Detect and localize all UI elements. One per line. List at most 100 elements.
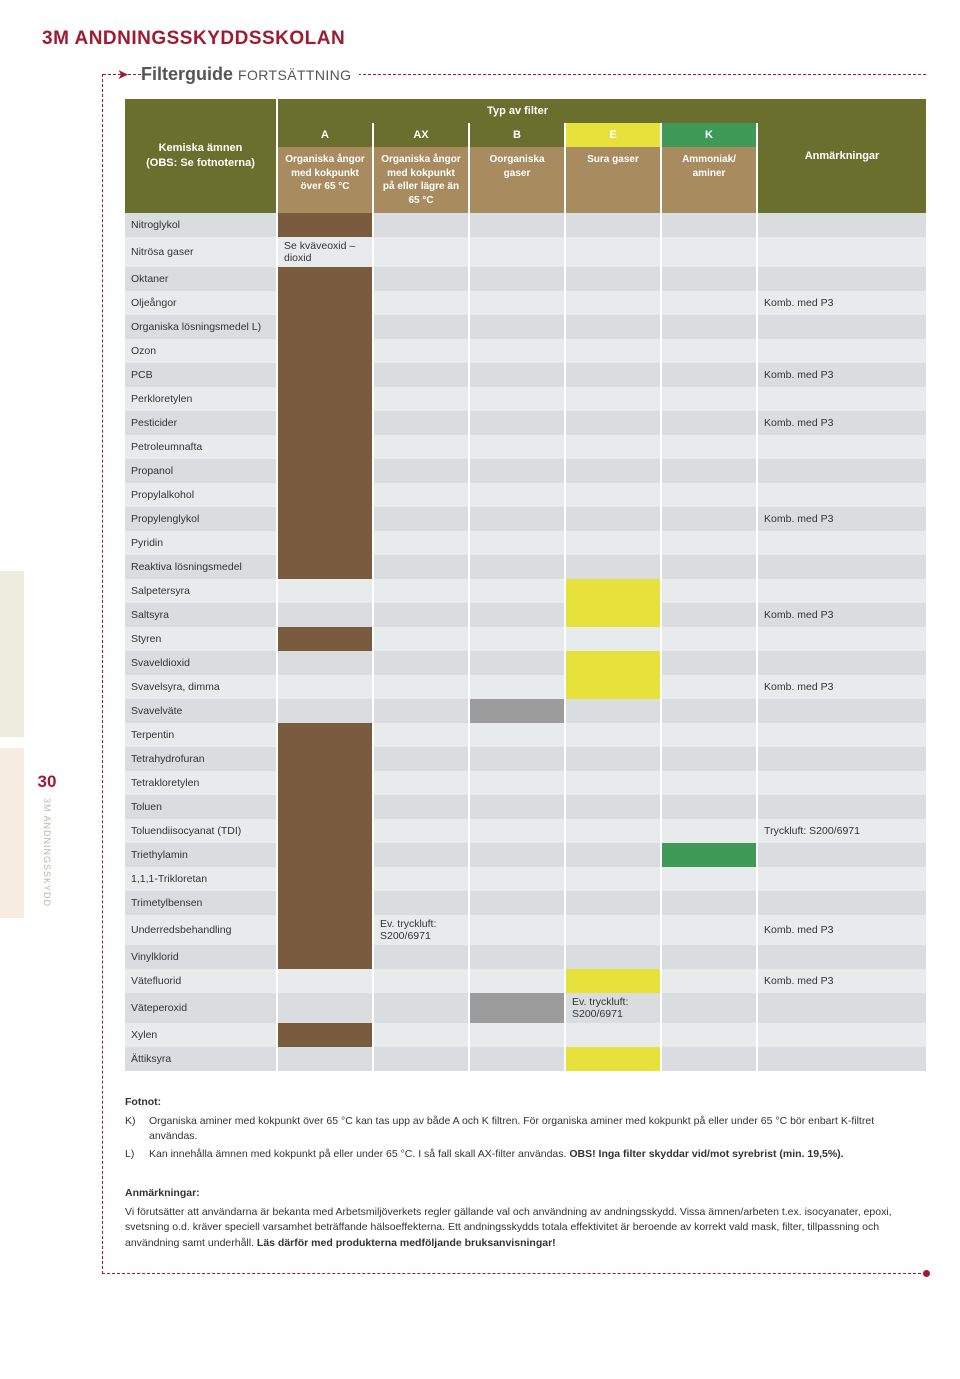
cell-a — [277, 291, 373, 315]
content-frame: ➤ Filterguide FORTSÄTTNING 30 3M ANDNING… — [102, 74, 926, 1274]
cell-b — [469, 435, 565, 459]
cell-remark — [757, 993, 926, 1023]
cell-e — [565, 603, 661, 627]
cell-e — [565, 795, 661, 819]
cell-ax — [373, 891, 469, 915]
cell-k — [661, 531, 757, 555]
cell-b — [469, 459, 565, 483]
remarks: Anmärkningar: Vi förutsätter att använda… — [125, 1186, 926, 1251]
cell-k — [661, 579, 757, 603]
col-desc-a: Organiska ångor med kokpunkt över 65 °C — [277, 147, 373, 213]
cell-b — [469, 675, 565, 699]
cell-remark — [757, 1023, 926, 1047]
cell-a — [277, 555, 373, 579]
cell-e — [565, 291, 661, 315]
cell-e — [565, 459, 661, 483]
cell-a — [277, 843, 373, 867]
cell-remark — [757, 531, 926, 555]
pointer-icon: ➤ — [117, 66, 129, 83]
cell-e — [565, 945, 661, 969]
cell-b — [469, 795, 565, 819]
cell-a — [277, 1023, 373, 1047]
col-desc-ax: Organiska ångor med kokpunkt på eller lä… — [373, 147, 469, 213]
cell-a — [277, 459, 373, 483]
cell-k — [661, 459, 757, 483]
cell-remark — [757, 699, 926, 723]
cell-k — [661, 387, 757, 411]
cell-b — [469, 1023, 565, 1047]
table-row: Propanol — [125, 459, 926, 483]
row-label: Trimetylbensen — [125, 891, 277, 915]
cell-remark — [757, 237, 926, 267]
col-header-k: K — [661, 123, 757, 147]
table-row: Trimetylbensen — [125, 891, 926, 915]
cell-k — [661, 267, 757, 291]
col-header-a: A — [277, 123, 373, 147]
table-row: Pyridin — [125, 531, 926, 555]
cell-ax — [373, 993, 469, 1023]
table-row: Nitroglykol — [125, 213, 926, 237]
cell-ax — [373, 315, 469, 339]
cell-k — [661, 213, 757, 237]
cell-ax — [373, 579, 469, 603]
cell-a — [277, 411, 373, 435]
cell-a — [277, 969, 373, 993]
row-label: Vinylklorid — [125, 945, 277, 969]
cell-a — [277, 891, 373, 915]
cell-remark — [757, 339, 926, 363]
cell-k — [661, 627, 757, 651]
cell-b — [469, 411, 565, 435]
cell-b — [469, 969, 565, 993]
cell-b — [469, 531, 565, 555]
cell-k — [661, 651, 757, 675]
cell-ax: Ev. tryckluft: S200/6971 — [373, 915, 469, 945]
cell-k — [661, 483, 757, 507]
cell-e — [565, 915, 661, 945]
cell-a — [277, 651, 373, 675]
cell-remark — [757, 627, 926, 651]
cell-b — [469, 603, 565, 627]
cell-remark: Komb. med P3 — [757, 675, 926, 699]
row-label: Nitrösa gaser — [125, 237, 277, 267]
cell-ax — [373, 603, 469, 627]
cell-e — [565, 969, 661, 993]
footnote-item: K)Organiska aminer med kokpunkt över 65 … — [125, 1114, 896, 1144]
cell-e — [565, 771, 661, 795]
cell-k — [661, 969, 757, 993]
cell-e — [565, 363, 661, 387]
row-label: Propylalkohol — [125, 483, 277, 507]
cell-e — [565, 1023, 661, 1047]
footnote: Fotnot: K)Organiska aminer med kokpunkt … — [125, 1095, 926, 1162]
cell-k — [661, 771, 757, 795]
row-label: PCB — [125, 363, 277, 387]
table-row: Oktaner — [125, 267, 926, 291]
row-label: Reaktiva lösningsmedel — [125, 555, 277, 579]
cell-ax — [373, 627, 469, 651]
col-desc-b: Oorganiska gaser — [469, 147, 565, 213]
cell-e — [565, 387, 661, 411]
col-header-remark: Anmärkningar — [757, 99, 926, 213]
cell-k — [661, 891, 757, 915]
cell-ax — [373, 411, 469, 435]
row-label: Petroleumnafta — [125, 435, 277, 459]
table-row: Tetrahydrofuran — [125, 747, 926, 771]
col-desc-e: Sura gaser — [565, 147, 661, 213]
footnote-title: Fotnot: — [125, 1095, 896, 1110]
cell-b — [469, 387, 565, 411]
cell-remark — [757, 795, 926, 819]
cell-a — [277, 771, 373, 795]
row-label: Toluen — [125, 795, 277, 819]
table-row: PCBKomb. med P3 — [125, 363, 926, 387]
cell-a — [277, 699, 373, 723]
remarks-text-bold: Läs därför med produkterna medföljande b… — [257, 1237, 556, 1249]
cell-k — [661, 1023, 757, 1047]
table-row: Tetrakloretylen — [125, 771, 926, 795]
cell-remark — [757, 459, 926, 483]
cell-b — [469, 339, 565, 363]
cell-e — [565, 435, 661, 459]
cell-e: Ev. tryckluft: S200/6971 — [565, 993, 661, 1023]
row-label: Pesticider — [125, 411, 277, 435]
cell-ax — [373, 291, 469, 315]
cell-remark — [757, 651, 926, 675]
cell-b — [469, 699, 565, 723]
